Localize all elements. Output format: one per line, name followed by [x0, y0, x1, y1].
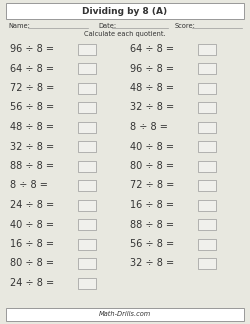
- Bar: [78, 258, 96, 269]
- Bar: [78, 238, 96, 249]
- Bar: [78, 160, 96, 171]
- Text: 16 ÷ 8 =: 16 ÷ 8 =: [10, 239, 54, 249]
- Bar: [198, 141, 216, 152]
- Bar: [198, 160, 216, 171]
- Bar: [78, 200, 96, 211]
- Bar: [78, 122, 96, 133]
- Text: 32 ÷ 8 =: 32 ÷ 8 =: [130, 102, 174, 112]
- Bar: [198, 83, 216, 94]
- Text: 8 ÷ 8 =: 8 ÷ 8 =: [10, 180, 48, 191]
- Text: 88 ÷ 8 =: 88 ÷ 8 =: [130, 219, 174, 229]
- Text: Dividing by 8 (A): Dividing by 8 (A): [82, 6, 168, 16]
- Bar: [78, 219, 96, 230]
- Text: 48 ÷ 8 =: 48 ÷ 8 =: [130, 83, 174, 93]
- Text: 24 ÷ 8 =: 24 ÷ 8 =: [10, 278, 54, 288]
- Text: 40 ÷ 8 =: 40 ÷ 8 =: [10, 219, 54, 229]
- Text: 16 ÷ 8 =: 16 ÷ 8 =: [130, 200, 174, 210]
- Bar: [6, 308, 244, 321]
- Bar: [198, 258, 216, 269]
- Text: 32 ÷ 8 =: 32 ÷ 8 =: [130, 259, 174, 269]
- Text: 48 ÷ 8 =: 48 ÷ 8 =: [10, 122, 54, 132]
- Bar: [78, 102, 96, 113]
- Text: Math-Drills.com: Math-Drills.com: [99, 311, 151, 318]
- Text: 72 ÷ 8 =: 72 ÷ 8 =: [130, 180, 174, 191]
- Text: Name:: Name:: [8, 23, 30, 29]
- Bar: [198, 122, 216, 133]
- Bar: [6, 3, 244, 19]
- Text: 96 ÷ 8 =: 96 ÷ 8 =: [130, 64, 174, 74]
- Text: Date:: Date:: [98, 23, 116, 29]
- Text: Score:: Score:: [175, 23, 196, 29]
- Text: 64 ÷ 8 =: 64 ÷ 8 =: [10, 64, 54, 74]
- Bar: [198, 200, 216, 211]
- Text: 56 ÷ 8 =: 56 ÷ 8 =: [10, 102, 54, 112]
- Bar: [78, 83, 96, 94]
- Bar: [198, 238, 216, 249]
- Bar: [78, 277, 96, 288]
- Text: 8 ÷ 8 =: 8 ÷ 8 =: [130, 122, 168, 132]
- Text: 88 ÷ 8 =: 88 ÷ 8 =: [10, 161, 54, 171]
- Bar: [198, 43, 216, 54]
- Text: 32 ÷ 8 =: 32 ÷ 8 =: [10, 142, 54, 152]
- Bar: [198, 219, 216, 230]
- Bar: [78, 180, 96, 191]
- Bar: [78, 63, 96, 74]
- Text: 96 ÷ 8 =: 96 ÷ 8 =: [10, 44, 54, 54]
- Bar: [198, 180, 216, 191]
- Bar: [198, 63, 216, 74]
- Text: 40 ÷ 8 =: 40 ÷ 8 =: [130, 142, 174, 152]
- Text: 56 ÷ 8 =: 56 ÷ 8 =: [130, 239, 174, 249]
- Text: 24 ÷ 8 =: 24 ÷ 8 =: [10, 200, 54, 210]
- Text: 80 ÷ 8 =: 80 ÷ 8 =: [10, 259, 54, 269]
- Text: Calculate each quotient.: Calculate each quotient.: [84, 31, 166, 37]
- Bar: [198, 102, 216, 113]
- Bar: [78, 141, 96, 152]
- Text: 64 ÷ 8 =: 64 ÷ 8 =: [130, 44, 174, 54]
- Text: 72 ÷ 8 =: 72 ÷ 8 =: [10, 83, 54, 93]
- Bar: [78, 43, 96, 54]
- Text: 80 ÷ 8 =: 80 ÷ 8 =: [130, 161, 174, 171]
